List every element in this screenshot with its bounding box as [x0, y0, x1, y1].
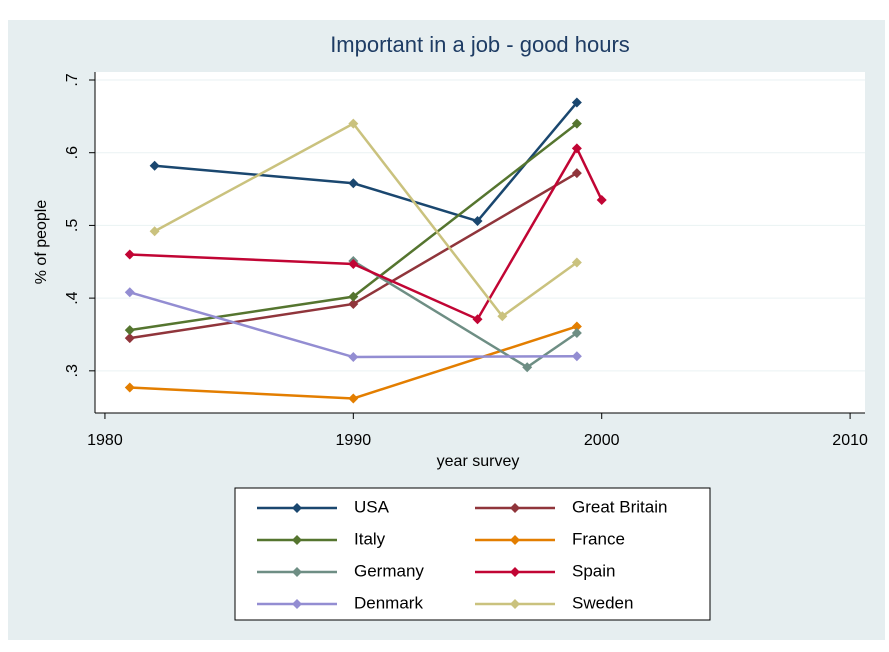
- data-point: [124, 287, 135, 298]
- data-point: [571, 97, 582, 108]
- legend-label: Spain: [572, 561, 615, 580]
- data-point: [348, 298, 359, 309]
- x-axis-title: year survey: [437, 453, 520, 470]
- x-tick-label: 2010: [832, 432, 868, 449]
- y-tick-label: .7: [64, 73, 81, 86]
- x-tick-label: 1980: [87, 432, 123, 449]
- x-tick-label: 2000: [584, 432, 620, 449]
- legend-marker: [510, 535, 520, 545]
- legend-marker: [292, 567, 302, 577]
- legend-box: [234, 487, 711, 621]
- legend-marker: [510, 599, 520, 609]
- data-point: [571, 118, 582, 129]
- y-tick-label: .3: [64, 364, 81, 377]
- chart-title: Important in a job - good hours: [330, 32, 630, 57]
- data-point: [348, 393, 359, 404]
- y-tick-label: .6: [64, 146, 81, 159]
- data-point: [348, 178, 359, 189]
- legend-label: Italy: [354, 529, 386, 548]
- data-point: [596, 194, 607, 205]
- data-point: [571, 143, 582, 154]
- data-point: [348, 258, 359, 269]
- legend-marker: [510, 503, 520, 513]
- legend-label: Denmark: [354, 593, 423, 612]
- x-tick-label: 1990: [336, 432, 372, 449]
- series-line: [154, 122, 578, 319]
- legend-marker: [292, 535, 302, 545]
- legend-label: France: [572, 529, 625, 548]
- data-point: [571, 328, 582, 339]
- legend-label: Sweden: [572, 593, 633, 612]
- legend-label: Germany: [354, 561, 424, 580]
- data-point: [497, 311, 508, 322]
- y-axis-title: % of people: [33, 200, 50, 285]
- y-tick-label: .4: [64, 291, 81, 304]
- data-point: [124, 249, 135, 260]
- data-point: [522, 362, 533, 373]
- legend-label: USA: [354, 497, 390, 516]
- legend-marker: [510, 567, 520, 577]
- data-point: [124, 325, 135, 336]
- data-point: [472, 216, 483, 227]
- data-point: [472, 314, 483, 325]
- data-point: [149, 226, 160, 237]
- plot-area: [95, 72, 865, 413]
- data-point: [348, 291, 359, 302]
- data-point: [571, 351, 582, 362]
- legend-marker: [292, 503, 302, 513]
- legend-marker: [292, 599, 302, 609]
- data-point: [149, 160, 160, 171]
- y-tick-label: .5: [64, 219, 81, 232]
- data-point: [348, 118, 359, 129]
- data-point: [124, 333, 135, 344]
- data-point: [571, 321, 582, 332]
- data-point: [348, 352, 359, 363]
- data-point: [571, 257, 582, 268]
- data-point: [571, 168, 582, 179]
- data-point: [124, 382, 135, 393]
- legend-label: Great Britain: [572, 497, 667, 516]
